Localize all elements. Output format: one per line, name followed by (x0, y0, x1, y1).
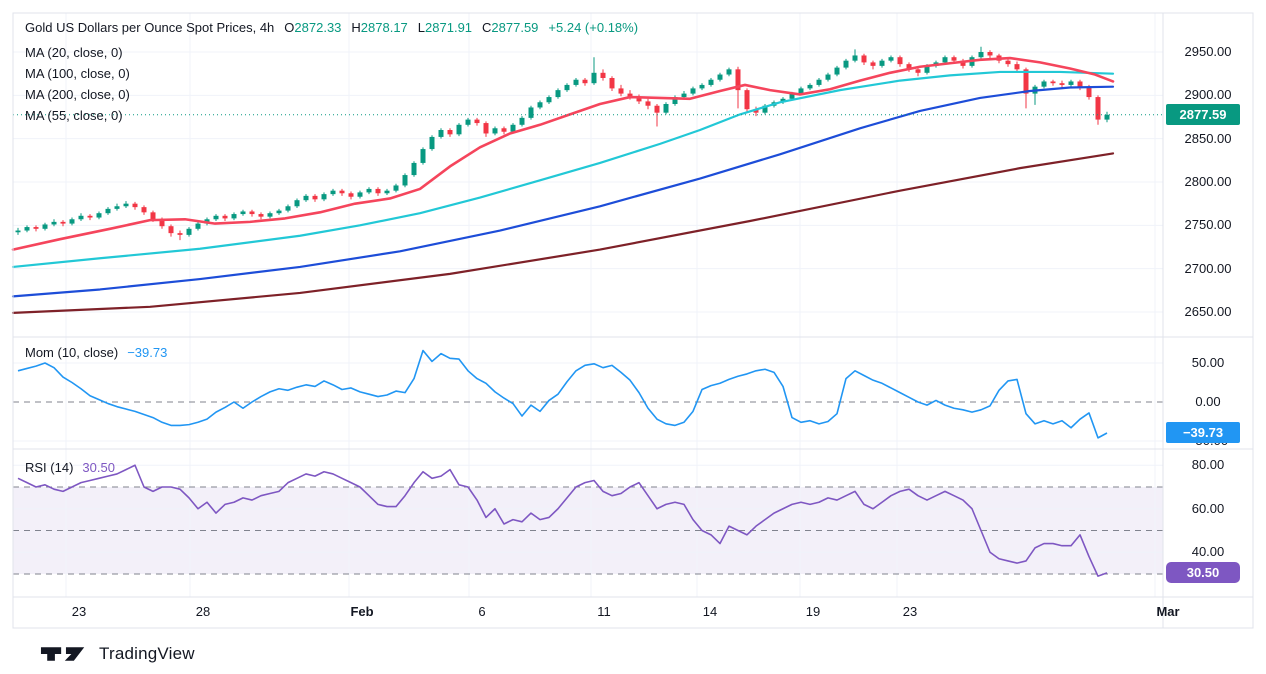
rsi-badge: 30.50 (1166, 562, 1240, 584)
tradingview-wordmark: TradingView (99, 644, 195, 663)
ohlc-high: H2878.17 (351, 20, 408, 35)
price-tick-label: 2850.00 (1184, 130, 1232, 146)
rsi-tick-label: 40.00 (1191, 544, 1225, 560)
rsi-label: RSI (14) (25, 460, 74, 475)
tradingview-mark-icon (40, 647, 85, 661)
last-price-badge: 2877.59 (1166, 104, 1240, 126)
ohlc-close: C2877.59 (482, 20, 539, 35)
time-tick-label: Feb (350, 604, 374, 619)
legend-ma-55[interactable]: MA (55, close, 0) (25, 108, 123, 123)
legend-ma-20[interactable]: MA (20, close, 0) (25, 45, 123, 60)
price-change: +5.24 (+0.18%) (548, 20, 639, 35)
rsi-value: 30.50 (82, 460, 115, 475)
time-tick-label: 23 (71, 604, 87, 619)
time-tick-label: 11 (597, 604, 611, 619)
momentum-tick-label: 50.00 (1191, 355, 1225, 370)
time-tick-label: 14 (702, 604, 718, 619)
price-tick-label: 2950.00 (1184, 44, 1232, 59)
ohlc-open: O2872.33 (284, 20, 342, 35)
symbol-title[interactable]: Gold US Dollars per Ounce Spot Prices, 4… (25, 20, 275, 35)
time-tick-label: Mar (1156, 604, 1180, 619)
momentum-badge: −39.73 (1166, 422, 1240, 444)
price-tick-label: 2900.00 (1184, 87, 1232, 103)
momentum-legend[interactable]: Mom (10, close) −39.73 (25, 345, 167, 361)
time-tick-label: 23 (902, 604, 918, 619)
time-tick-label: 19 (805, 604, 821, 619)
legend-ma-200[interactable]: MA (200, close, 0) (25, 87, 130, 102)
price-tick-label: 2700.00 (1184, 260, 1232, 276)
rsi-legend[interactable]: RSI (14) 30.50 (25, 460, 115, 476)
legend-ma-100[interactable]: MA (100, close, 0) (25, 66, 130, 81)
symbol-header: Gold US Dollars per Ounce Spot Prices, 4… (25, 20, 638, 35)
ohlc-low: L2871.91 (417, 20, 473, 35)
rsi-tick-label: 60.00 (1191, 500, 1225, 516)
price-tick-label: 2750.00 (1184, 217, 1232, 233)
price-tick-label: 2650.00 (1184, 304, 1232, 319)
time-tick-label: 28 (195, 604, 211, 619)
price-tick-label: 2800.00 (1184, 174, 1232, 189)
momentum-label: Mom (10, close) (25, 345, 119, 360)
time-axis[interactable]: 23 28 Feb 6 11 14 19 23 Mar (13, 597, 1253, 628)
momentum-tick-label: 0.00 (1195, 394, 1221, 409)
momentum-value: −39.73 (127, 345, 168, 360)
rsi-tick-label: 80.00 (1191, 457, 1225, 473)
time-tick-label: 6 (478, 604, 486, 619)
tradingview-logo[interactable]: TradingView (40, 644, 195, 664)
